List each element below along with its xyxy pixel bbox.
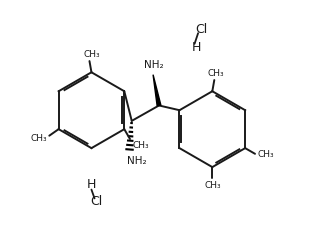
Text: NH₂: NH₂ [127, 156, 147, 166]
Text: H: H [191, 41, 201, 54]
Text: Cl: Cl [196, 23, 208, 36]
Text: CH₃: CH₃ [257, 150, 274, 160]
Text: H: H [87, 178, 96, 191]
Text: NH₂: NH₂ [144, 60, 163, 70]
Text: CH₃: CH₃ [207, 69, 224, 78]
Text: Cl: Cl [90, 196, 102, 208]
Text: CH₃: CH₃ [84, 50, 100, 59]
Text: CH₃: CH₃ [132, 141, 149, 150]
Text: CH₃: CH₃ [204, 181, 221, 190]
Text: CH₃: CH₃ [30, 134, 47, 143]
Polygon shape [153, 75, 161, 106]
